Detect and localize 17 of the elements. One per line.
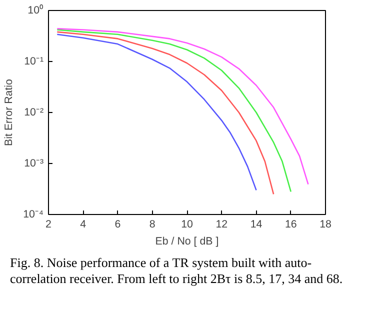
- x-tick-label: 6: [114, 218, 121, 230]
- x-tick-label: 10: [181, 218, 193, 230]
- y-tick-label: 10⁻⁴: [23, 208, 44, 220]
- x-tick-label: 16: [284, 218, 297, 230]
- x-tick-label: 4: [80, 218, 86, 230]
- x-tick-label: 14: [250, 218, 262, 230]
- y-axis-title: Bit Error Ratio: [3, 78, 16, 146]
- y-tick-label: 10⁻¹: [24, 56, 44, 68]
- y-tick-label: 10⁻²: [24, 106, 44, 118]
- x-axis-title: Eb / No [ dB ]: [155, 236, 219, 248]
- y-tick-label: 10⁰: [28, 4, 44, 16]
- x-tick-label: 2: [46, 218, 52, 230]
- x-tick-label: 18: [320, 218, 332, 230]
- caption: Fig. 8. Noise performance of a TR system built with auto-correlation receiver. From left to right 2Bτ is 8.5, 17, 34 and 68.: [10, 255, 344, 286]
- y-tick-label: 10⁻³: [24, 158, 44, 170]
- x-tick-label: 8: [149, 218, 156, 230]
- x-tick-label: 12: [216, 218, 228, 230]
